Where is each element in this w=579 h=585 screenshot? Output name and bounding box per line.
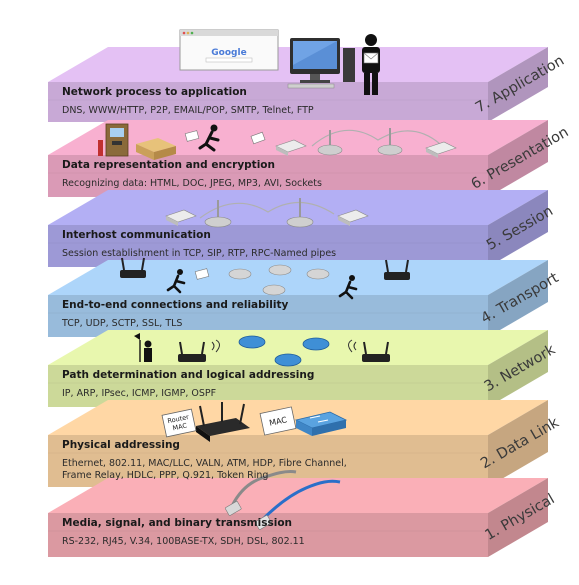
slab-side [488, 330, 548, 407]
slab-top [48, 478, 548, 513]
slab-side [488, 400, 548, 487]
router-mac-tag: Router MAC [161, 408, 197, 438]
router-icon [238, 335, 330, 367]
network-switch-icon [294, 411, 348, 436]
layer-slab-1 [48, 478, 548, 557]
layer-protocols: Ethernet, 802.11, MAC/LLC, VALN, ATM, HD… [62, 458, 347, 469]
layer-slabs [48, 47, 548, 557]
slab-front [48, 82, 488, 122]
bridge-icon [311, 128, 441, 156]
layer-protocols: IP, ARP, IPsec, ICMP, IGMP, OSPF [62, 388, 216, 399]
router-icon [228, 264, 330, 296]
layer-title: Media, signal, and binary transmission [62, 517, 292, 529]
running-person-icon [166, 269, 358, 300]
slab-side [488, 190, 548, 267]
layer-protocols: Frame Relay, HDLC, PPP, Q.921, Token Rin… [62, 470, 268, 481]
layer-title: Physical addressing [62, 439, 180, 451]
layer-title: Data representation and encryption [62, 159, 275, 171]
running-person-icon [198, 124, 220, 152]
mac-tag: MAC [259, 406, 297, 436]
layer-slab-7 [48, 47, 548, 122]
slab-side [488, 47, 548, 122]
layer-protocols: DNS, WWW/HTTP, P2P, EMAIL/POP, SMTP, Tel… [62, 105, 314, 116]
person-with-letter-icon [362, 34, 380, 95]
slab-top [48, 330, 548, 365]
wifi-router-icon [178, 339, 390, 362]
layer-protocols: Session establishment in TCP, SIP, RTP, … [62, 248, 336, 259]
computer-icon [287, 38, 355, 89]
browser-window-icon: Google [179, 29, 279, 71]
google-logo: Google [211, 48, 246, 58]
router-icon [165, 209, 369, 226]
router-icon [275, 139, 457, 158]
slab-side [488, 120, 548, 197]
layer-title: End-to-end connections and reliability [62, 299, 288, 311]
layer-title: Path determination and logical addressin… [62, 369, 314, 381]
wifi-router-icon [120, 257, 410, 280]
slab-side [488, 478, 548, 557]
layer-protocols: TCP, UDP, SCTP, SSL, TLS [61, 318, 182, 329]
ethernet-cable-icon [225, 470, 341, 530]
envelope-icon [194, 268, 210, 280]
envelope-icon [184, 130, 266, 145]
layer-illustrations: Google [98, 29, 457, 530]
layer-title: Network process to application [62, 86, 247, 98]
layer-protocols: Recognizing data: HTML, DOC, JPEG, MP3, … [62, 178, 322, 189]
svg-text:MAC: MAC [172, 421, 188, 432]
svg-text:MAC: MAC [268, 415, 288, 428]
flag-person-icon [134, 333, 152, 362]
bridge-icon [199, 198, 335, 228]
slab-side [488, 260, 548, 337]
layer-title: Interhost communication [62, 229, 211, 241]
package-icon [136, 138, 176, 160]
slab-top [48, 400, 548, 435]
layer-protocols: RS-232, RJ45, V.34, 100BASE-TX, SDH, DSL… [62, 536, 305, 547]
atm-icon [98, 123, 129, 157]
wifi-router-icon [196, 402, 250, 442]
